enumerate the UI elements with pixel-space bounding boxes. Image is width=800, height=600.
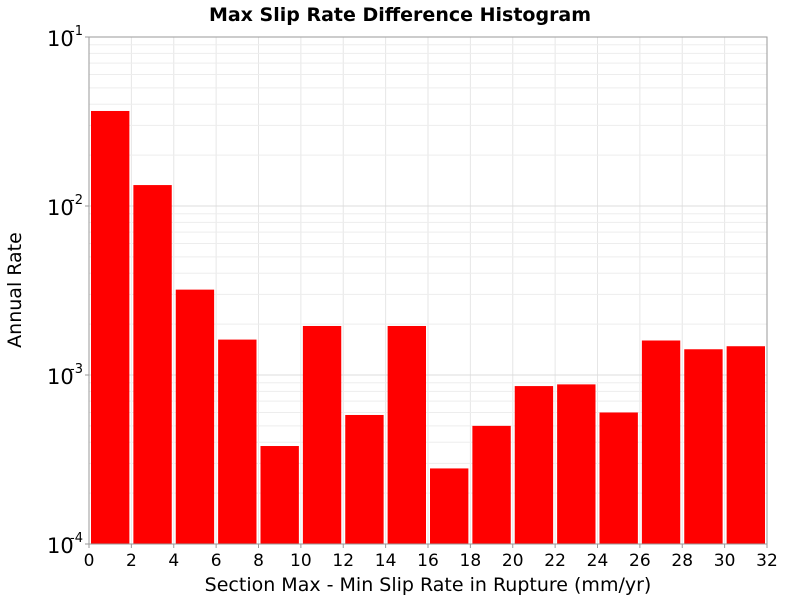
histogram-bar xyxy=(175,289,215,544)
histogram-bar xyxy=(218,339,257,544)
histogram-bar xyxy=(260,446,299,544)
y-tick-label: 10-4 xyxy=(47,531,83,558)
y-tick-label: 10-3 xyxy=(47,362,83,389)
histogram-bar xyxy=(133,185,172,544)
x-tick-label: 22 xyxy=(544,551,566,571)
histogram-bar xyxy=(599,412,638,544)
x-tick-label: 0 xyxy=(84,551,95,571)
y-tick-label: 10-2 xyxy=(47,193,83,220)
y-tick-base: 10 xyxy=(47,27,74,51)
y-tick-exponent: -2 xyxy=(70,193,83,208)
y-tick-exponent: -4 xyxy=(70,531,83,546)
chart-title: Max Slip Rate Difference Histogram xyxy=(209,4,591,26)
bars xyxy=(91,110,765,544)
x-tick-label: 6 xyxy=(211,551,222,571)
x-tick-label: 8 xyxy=(253,551,264,571)
x-tick-label: 12 xyxy=(332,551,354,571)
x-tick-label: 28 xyxy=(671,551,693,571)
histogram-bar xyxy=(387,325,426,544)
y-tick-label: 10-1 xyxy=(47,24,83,51)
x-tick-label: 2 xyxy=(126,551,137,571)
histogram-bar xyxy=(514,386,554,544)
y-tick-exponent: -1 xyxy=(70,24,83,39)
histogram-bar xyxy=(430,468,469,544)
x-tick-label: 26 xyxy=(629,551,651,571)
y-axis-ticks: 10-110-210-310-4 xyxy=(47,24,89,558)
x-axis-label: Section Max - Min Slip Rate in Rupture (… xyxy=(205,574,652,596)
histogram-bar xyxy=(726,346,765,544)
y-tick-base: 10 xyxy=(47,196,74,220)
y-tick-base: 10 xyxy=(47,534,74,558)
x-tick-label: 4 xyxy=(168,551,179,571)
x-tick-label: 32 xyxy=(756,551,778,571)
x-tick-label: 16 xyxy=(417,551,439,571)
x-tick-label: 24 xyxy=(587,551,609,571)
histogram-bar xyxy=(557,384,596,544)
y-axis-label: Annual Rate xyxy=(4,232,26,348)
x-axis-ticks: 0 2 4 6 8 10 12 14 16 18 20 22 24 26 28 30 32 xyxy=(84,544,778,571)
y-tick-exponent: -3 xyxy=(70,362,83,377)
x-tick-label: 10 xyxy=(290,551,312,571)
y-tick-base: 10 xyxy=(47,365,74,389)
x-tick-label: 30 xyxy=(714,551,736,571)
histogram-bar xyxy=(91,110,130,544)
histogram-bar xyxy=(345,414,384,544)
x-tick-label: 20 xyxy=(502,551,524,571)
x-tick-label: 14 xyxy=(375,551,397,571)
x-tick-label: 18 xyxy=(460,551,482,571)
histogram-bar xyxy=(472,425,511,544)
histogram-bar xyxy=(641,340,681,544)
histogram-bar xyxy=(302,325,342,544)
histogram-bar xyxy=(684,349,723,544)
